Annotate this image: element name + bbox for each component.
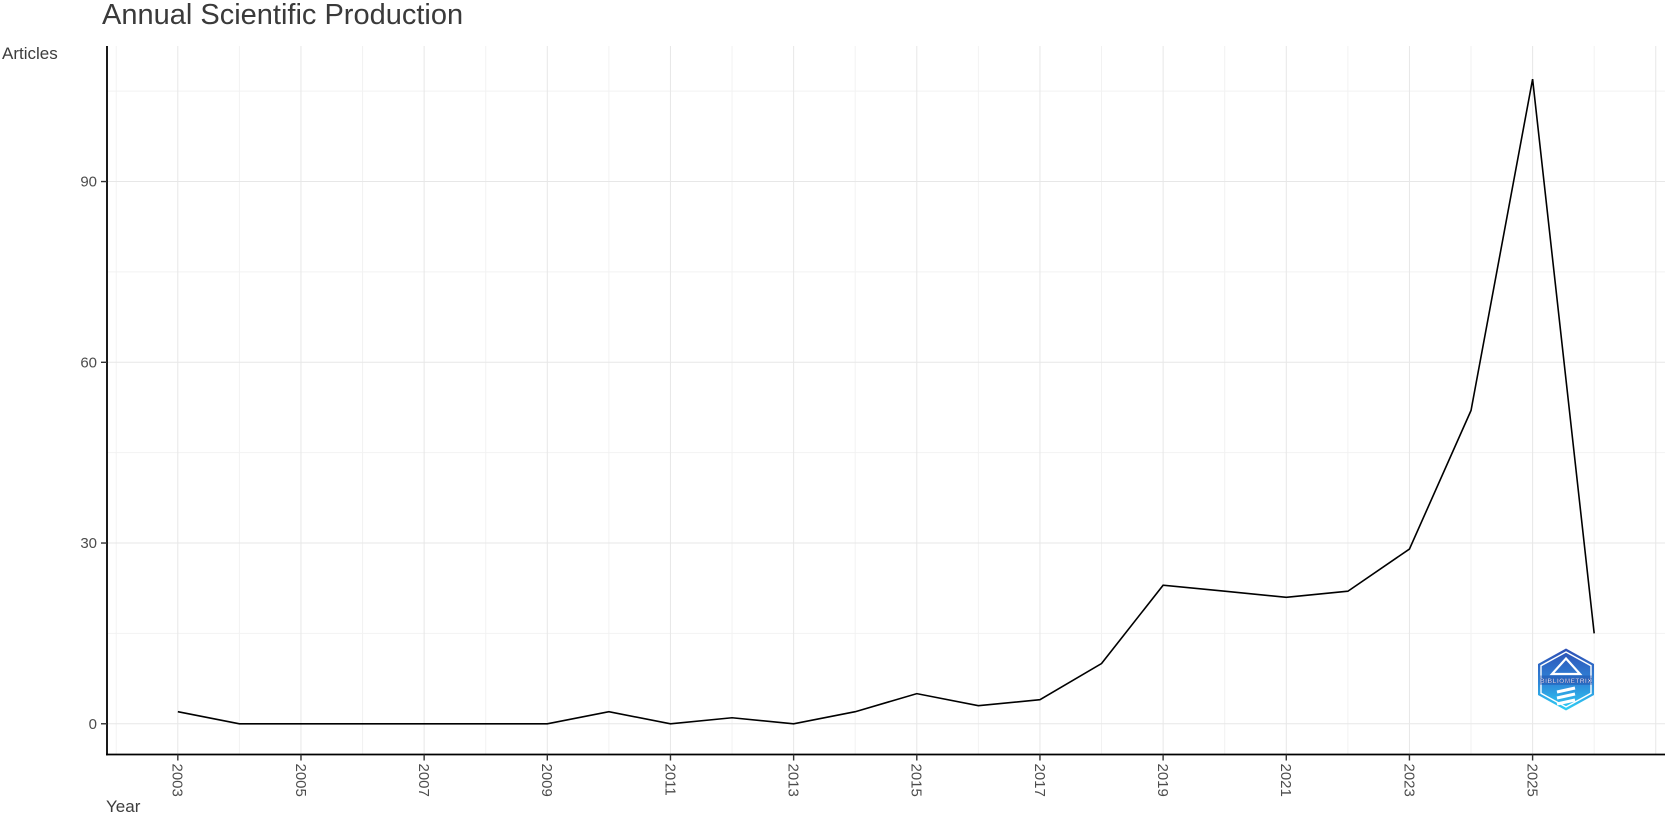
- x-tick-label: 2025: [1524, 764, 1541, 797]
- x-tick-label: 2005: [292, 764, 309, 797]
- logo-hexagon: [1538, 648, 1594, 711]
- x-tick-label: 2007: [415, 764, 432, 797]
- y-axis-labels: 0 30 60 90: [80, 174, 97, 733]
- x-axis-labels: 2003 2005 2007 2009 2011 2013 2015 2017 2019 2021…: [169, 764, 1541, 797]
- bibliometrix-logo-text: BIBLIOMETRIX: [1540, 678, 1592, 685]
- axis-lines: [106, 46, 1665, 756]
- x-tick-label: 2015: [908, 764, 925, 797]
- articles-data-line: [177, 78, 1595, 725]
- y-tick-label: 60: [80, 354, 97, 371]
- chart-title: Annual Scientific Production: [102, 0, 464, 31]
- x-tick-label: 2017: [1031, 764, 1048, 797]
- logo-lighthouse-stripes-icon: [1556, 686, 1576, 706]
- y-tick-label: 30: [80, 535, 97, 552]
- logo-inner-border: [1540, 651, 1592, 708]
- y-tick-label: 90: [80, 174, 97, 191]
- major-gridlines: [107, 46, 1665, 755]
- x-tick-label: 2013: [785, 764, 802, 797]
- minor-gridlines: [107, 46, 1665, 755]
- logo-lighthouse-roof-icon: [1549, 656, 1583, 676]
- x-tick-label: 2009: [538, 764, 555, 797]
- bibliometrix-logo: BIBLIOMETRIX: [1537, 647, 1595, 712]
- y-tick-label: 0: [89, 716, 97, 733]
- tick-marks: [101, 180, 1534, 761]
- bibliometrix-logo-badge: BIBLIOMETRIX: [1538, 648, 1594, 711]
- x-tick-label: 2021: [1277, 764, 1294, 797]
- logo-banner: [1540, 675, 1592, 685]
- x-tick-label: 2003: [169, 764, 186, 797]
- x-tick-label: 2011: [661, 764, 678, 796]
- x-tick-label: 2019: [1154, 764, 1171, 797]
- y-axis-title: Articles: [2, 44, 58, 63]
- x-tick-label: 2023: [1400, 764, 1417, 797]
- x-axis-title: Year: [106, 797, 141, 816]
